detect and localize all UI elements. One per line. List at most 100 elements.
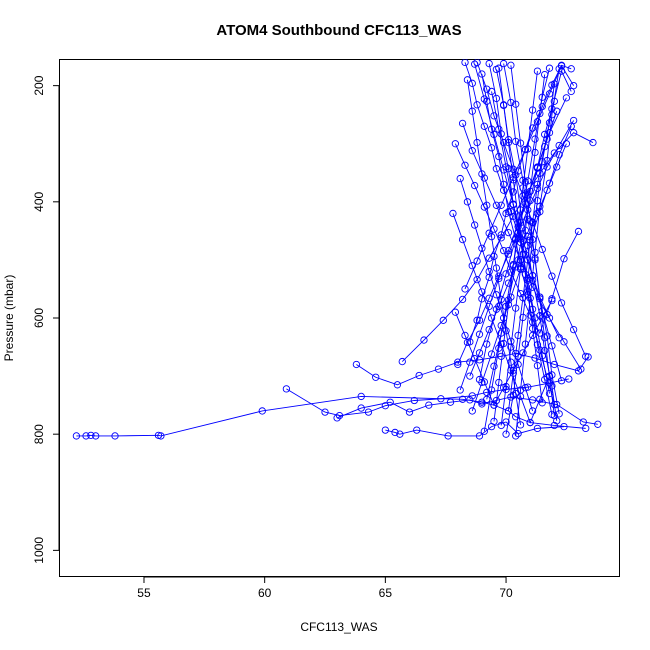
data-point [507, 61, 515, 69]
data-point [524, 276, 532, 284]
data-point [557, 62, 566, 70]
data-point [468, 407, 476, 415]
data-point [483, 201, 491, 209]
series-34 [456, 174, 537, 415]
data-point [471, 181, 479, 190]
data-point [533, 180, 542, 189]
data-point [475, 316, 484, 324]
series-5 [398, 129, 597, 366]
data-point [504, 208, 513, 216]
series-layer [72, 59, 602, 440]
data-point [480, 203, 488, 211]
data-point [514, 429, 522, 438]
data-point [333, 414, 341, 422]
data-point [582, 352, 590, 360]
data-point [282, 385, 291, 393]
data-point [495, 64, 503, 72]
data-point [519, 294, 527, 302]
data-point [528, 106, 537, 114]
data-point [504, 296, 513, 304]
data-point [490, 417, 498, 426]
series-6 [451, 140, 583, 337]
series-line [462, 123, 582, 370]
series-line [401, 132, 594, 362]
data-point [475, 432, 484, 440]
data-point [507, 268, 515, 276]
data-point [492, 201, 501, 209]
data-point [439, 316, 447, 324]
data-point [516, 392, 525, 401]
series-18 [499, 59, 563, 418]
data-point [466, 396, 474, 404]
data-point [495, 125, 503, 133]
data-point [495, 378, 503, 387]
data-point [468, 79, 476, 87]
y-tick-label: 200 [32, 75, 46, 95]
data-point [485, 273, 493, 281]
series-line [493, 71, 538, 422]
data-point [497, 340, 505, 348]
data-point [480, 95, 488, 103]
data-point [533, 67, 542, 75]
data-point [425, 401, 433, 409]
data-point [495, 302, 503, 311]
data-point [487, 314, 496, 322]
y-tick-label: 1000 [32, 537, 46, 564]
data-point [504, 138, 513, 147]
series-24 [458, 119, 585, 373]
series-line [454, 143, 579, 335]
data-point [480, 174, 488, 182]
data-point [555, 410, 563, 418]
data-point [487, 87, 496, 96]
data-point [541, 70, 549, 79]
data-point [473, 138, 481, 147]
data-point [536, 202, 544, 211]
data-point [456, 174, 464, 183]
data-point [485, 254, 493, 262]
data-point [512, 100, 520, 108]
data-point [550, 411, 558, 420]
data-point [550, 360, 558, 369]
data-point [444, 432, 452, 440]
data-point [497, 421, 505, 430]
series-line [459, 111, 558, 391]
data-point [461, 331, 469, 340]
data-point [473, 316, 481, 324]
data-point [541, 334, 549, 342]
series-26 [449, 209, 554, 427]
data-point [548, 272, 556, 280]
data-point [449, 209, 457, 218]
data-point [393, 381, 402, 389]
data-point [352, 360, 361, 369]
data-point [526, 418, 534, 427]
data-point [405, 408, 414, 416]
data-point [545, 389, 554, 398]
data-point [497, 201, 505, 209]
data-point [461, 59, 469, 67]
data-point [458, 395, 467, 403]
data-point [495, 152, 503, 161]
data-point [478, 170, 486, 178]
data-point [487, 125, 496, 133]
data-point [550, 80, 558, 88]
data-point [528, 407, 537, 415]
data-point [562, 140, 571, 148]
data-point [499, 384, 508, 392]
data-point [507, 343, 515, 351]
data-point [478, 244, 486, 252]
data-point [92, 432, 100, 440]
data-point [492, 264, 501, 272]
data-point [258, 407, 266, 415]
y-tick-label: 400 [32, 191, 46, 211]
data-point [478, 295, 486, 303]
data-point [531, 354, 539, 362]
data-point [531, 248, 539, 257]
data-point [499, 186, 508, 194]
data-point [569, 129, 578, 137]
data-point [516, 421, 525, 429]
data-point [487, 144, 496, 152]
x-tick-label: 60 [258, 586, 272, 600]
data-point [502, 430, 510, 438]
data-point [509, 176, 517, 184]
